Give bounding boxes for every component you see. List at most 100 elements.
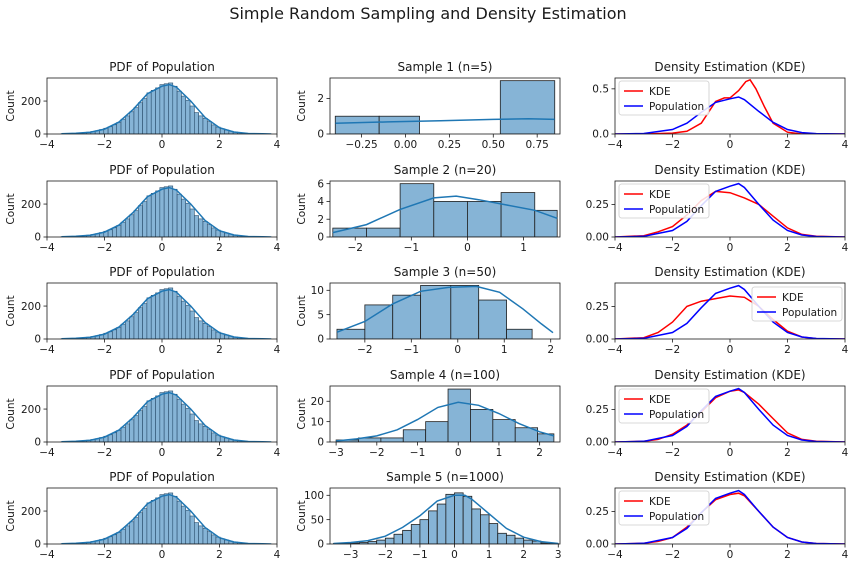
histogram-bar — [137, 410, 143, 442]
y-tick-label: 2 — [317, 93, 324, 105]
legend-label: KDE — [649, 86, 671, 98]
x-tick-label: 0.75 — [525, 139, 548, 151]
histogram-bar — [129, 521, 135, 544]
legend: KDE Population — [618, 490, 710, 526]
x-tick-label: −1 — [412, 549, 427, 561]
histogram-bar — [129, 214, 135, 237]
axes-frame — [329, 282, 561, 340]
subplot-title: Density Estimation (KDE) — [654, 265, 805, 279]
histogram-bar — [378, 115, 420, 134]
histogram-bar — [492, 419, 516, 442]
y-tick-label: 0.25 — [586, 404, 609, 416]
x-tick-label: −2 — [97, 242, 112, 254]
plot-area — [60, 185, 272, 237]
histogram-bar — [181, 95, 187, 134]
x-tick-label: −2 — [378, 549, 393, 561]
x-tick-label: 4 — [842, 447, 849, 459]
legend-label: KDE — [649, 189, 671, 201]
histogram-bar — [189, 413, 195, 442]
x-tick-label: −1 — [404, 242, 419, 254]
y-tick-label: 0 — [34, 539, 41, 551]
histogram-bar — [393, 533, 404, 544]
x-tick-label: −3 — [343, 549, 358, 561]
subplot-title: Density Estimation (KDE) — [654, 163, 805, 177]
line-series-population — [615, 489, 845, 544]
histogram-bar — [172, 85, 178, 134]
histogram-bar — [206, 326, 212, 339]
axes-frame — [329, 180, 561, 238]
histogram-bar — [206, 531, 212, 544]
y-tick-label: 10 — [311, 416, 324, 428]
histogram-bar — [462, 495, 473, 544]
x-tick-label: 4 — [842, 139, 849, 151]
histogram-bar — [185, 407, 191, 442]
kde-curve — [333, 494, 559, 544]
legend: KDE Population — [618, 388, 710, 424]
histogram-bar — [202, 426, 208, 442]
histogram-bar — [211, 432, 217, 442]
y-tick-label: 0 — [34, 437, 41, 449]
y-axis-label: Count — [296, 398, 308, 429]
x-tick-label: −2 — [97, 344, 112, 356]
histogram-bar — [176, 90, 182, 134]
plot-area — [335, 388, 555, 442]
subplot-title: PDF of Population — [109, 60, 215, 74]
histogram-bar — [176, 295, 182, 339]
histogram-bar — [172, 393, 178, 442]
x-tick-label: −2 — [665, 139, 680, 151]
histogram-bar — [120, 323, 126, 339]
y-axis-label: Count — [296, 500, 308, 531]
histogram-bar — [172, 495, 178, 544]
x-tick-label: 1 — [496, 447, 503, 459]
y-tick-label: 4 — [317, 196, 324, 208]
x-tick-label: 0.50 — [482, 139, 505, 151]
histogram-bar — [194, 215, 199, 237]
histogram-bar — [129, 316, 135, 339]
legend-label: KDE — [649, 394, 671, 406]
subplot-title: Sample 5 (n=1000) — [386, 470, 504, 484]
histogram-bar — [194, 420, 199, 442]
histogram-bar — [142, 303, 148, 339]
axes-frame — [329, 487, 561, 545]
line-series-population — [615, 182, 845, 237]
x-tick-label: −2 — [665, 549, 680, 561]
kde-curve — [61, 83, 272, 134]
x-tick-label: −2 — [369, 447, 384, 459]
histogram-bar — [125, 525, 130, 544]
x-tick-label: 1 — [486, 549, 493, 561]
x-tick-label: 2 — [216, 344, 223, 356]
legend-label: Population — [649, 409, 704, 421]
histogram-bar — [142, 98, 148, 134]
histogram-bar — [120, 118, 126, 134]
histogram-bar — [142, 508, 148, 544]
subplot-title: PDF of Population — [109, 265, 215, 279]
histogram-bar — [168, 390, 174, 442]
histogram-bar — [116, 430, 122, 442]
subplot-title: Sample 1 (n=5) — [398, 60, 493, 74]
x-tick-label: 1 — [501, 344, 508, 356]
x-tick-label: 4 — [274, 549, 281, 561]
histogram-bar — [198, 115, 204, 134]
legend-label: KDE — [649, 496, 671, 508]
histogram-bar — [155, 190, 161, 237]
subplot-r4-c3: Density Estimation (KDE) −4 −2 0 2 4 0.00 0.25 K… — [586, 368, 849, 459]
histogram-bar — [399, 183, 435, 237]
subplot-r5-c2: Sample 5 (n=1000) Count −3 −2 −1 0 1 2 3 0 50 100 — [296, 470, 562, 561]
legend-label: Population — [782, 307, 837, 319]
histogram-bar — [146, 92, 152, 134]
y-tick-label: 0 — [317, 232, 324, 244]
histogram-bar — [112, 329, 118, 339]
histogram-bar — [189, 105, 195, 134]
subplot-title: Sample 2 (n=20) — [394, 163, 497, 177]
histogram-bar — [497, 532, 507, 544]
x-tick-label: 0 — [727, 549, 734, 561]
histogram-bar — [428, 510, 438, 544]
histogram-bar — [172, 188, 178, 237]
histogram-bar — [194, 522, 199, 544]
x-tick-label: −2 — [665, 344, 680, 356]
histogram-bar — [133, 210, 139, 237]
y-tick-label: 200 — [21, 96, 41, 108]
kde-curve — [335, 117, 555, 125]
histogram-bar — [447, 388, 471, 442]
y-axis-label: Count — [5, 500, 17, 531]
